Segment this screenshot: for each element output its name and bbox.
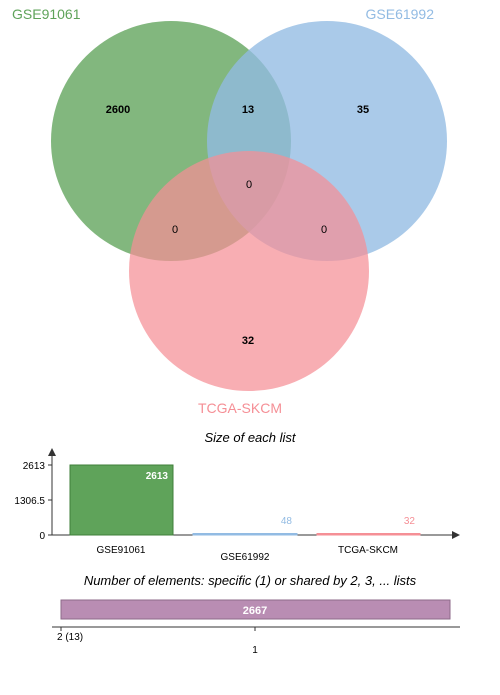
venn-count-tcga-only: 32 [242,335,254,347]
venn-count-gse61992-tcga: 0 [321,224,327,236]
list-size-bar-gse61992 [192,533,298,536]
list-size-value-gse61992: 48 [281,516,293,527]
venn-diagram: GSE91061 GSE61992 TCGA-SKCM 2600 13 35 0… [12,6,447,416]
list-size-x-arrow [452,531,460,539]
shared-elements-tick-1: 1 [252,645,258,656]
list-size-category-tcga-skcm: TCGA-SKCM [338,545,398,556]
shared-elements-title: Number of elements: specific (1) or shar… [84,573,417,588]
venn-circle-tcga-skcm [129,151,369,391]
venn-count-all-three: 0 [246,179,252,191]
list-size-ytick-max: 2613 [23,461,46,472]
list-size-chart: Size of each list 2613 1306.5 0 2613 GSE9… [14,430,460,563]
list-size-category-gse61992: GSE61992 [221,552,270,563]
venn-count-gse91061-tcga: 0 [172,224,178,236]
list-size-value-tcga-skcm: 32 [404,516,416,527]
list-size-title: Size of each list [204,430,296,445]
list-size-ytick-zero: 0 [39,531,45,542]
list-size-ytick-mid: 1306.5 [14,496,45,507]
list-size-bar-tcga-skcm [316,533,421,536]
shared-elements-chart: Number of elements: specific (1) or shar… [52,573,460,656]
shared-elements-tick-0: 2 (13) [57,632,83,643]
list-size-value-gse91061: 2613 [146,471,169,482]
venn-set-label-gse61992: GSE61992 [366,6,435,22]
venn-set-label-gse91061: GSE91061 [12,6,81,22]
shared-elements-bar [60,599,451,620]
shared-elements-total-label: 2667 [243,605,267,617]
venn-set-label-tcga-skcm: TCGA-SKCM [198,400,282,416]
venn-count-gse61992-only: 35 [357,104,369,116]
venn-count-gse91061-gse61992: 13 [242,104,254,116]
list-size-y-arrow [48,448,56,456]
list-size-bar-gse91061 [69,464,174,536]
venn-count-gse91061-only: 2600 [106,104,130,116]
list-size-category-gse91061: GSE91061 [97,545,146,556]
